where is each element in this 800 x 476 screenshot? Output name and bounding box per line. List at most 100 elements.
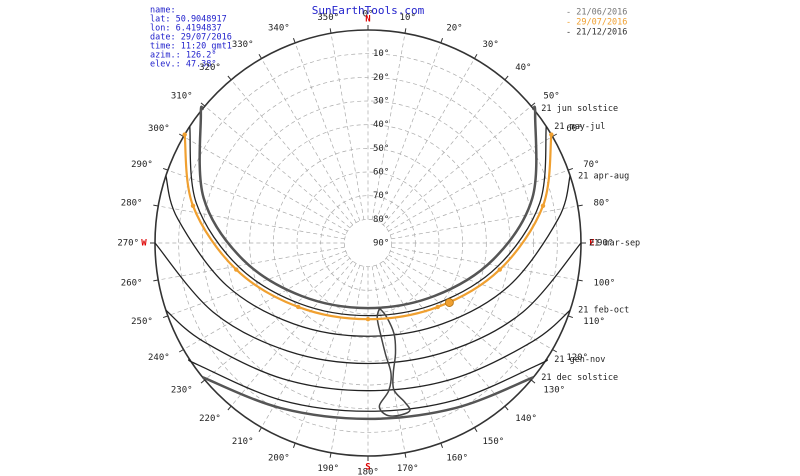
x-tick-label: 250°	[131, 317, 153, 327]
x-tick	[153, 279, 159, 282]
info-line: azim.: 126.2°	[150, 51, 217, 61]
grid-ring	[178, 53, 558, 433]
sun-path-label: 21 apr-aug	[578, 171, 629, 181]
x-tick	[504, 75, 509, 81]
x-tick-label: 150°	[483, 437, 505, 447]
x-tick-label: 230°	[171, 386, 193, 396]
x-tick	[153, 204, 159, 207]
x-tick-label: 50°	[543, 91, 559, 101]
grid-spoke	[379, 58, 475, 223]
x-tick-label: 310°	[171, 91, 193, 101]
x-tick-label: 350°	[317, 13, 339, 23]
x-tick-label: 340°	[268, 23, 290, 33]
horizon	[154, 29, 582, 457]
grid-spoke	[261, 58, 357, 223]
x-tick	[440, 37, 444, 44]
x-tick	[227, 75, 232, 81]
chart-title: SunEarthTools.com	[312, 4, 425, 17]
x-tick-label: 190°	[317, 464, 339, 474]
grid-spoke	[204, 257, 351, 381]
sun-path-label: 21 gen-nov	[554, 355, 605, 365]
y-tick-label: 20°	[373, 73, 389, 83]
grid-spoke	[385, 105, 532, 229]
x-tick-label: 100°	[594, 278, 616, 288]
grid-spoke	[294, 42, 361, 221]
grid-spoke	[375, 42, 442, 221]
legend-entry: - 29/07/2016	[566, 18, 627, 28]
info-line: name:	[150, 6, 176, 16]
compass-label: E	[589, 239, 594, 249]
grid-spoke	[390, 250, 569, 317]
grid-spoke	[390, 169, 569, 236]
info-line: lon: 6.4194837	[150, 24, 222, 34]
y-tick-label: 30°	[373, 97, 389, 107]
x-tick-label: 130°	[543, 386, 565, 396]
x-tick-label: 260°	[121, 278, 143, 288]
x-tick-label: 180°	[357, 468, 379, 476]
grid-spoke	[379, 263, 475, 428]
day-path-point	[190, 203, 196, 209]
x-tick	[404, 28, 407, 34]
grid-spoke	[158, 246, 345, 281]
day-path-point	[540, 203, 546, 209]
grid-spoke	[391, 246, 578, 281]
x-tick	[440, 442, 444, 449]
day-path-point	[497, 267, 502, 272]
day-path-point	[296, 304, 301, 310]
x-tick-label: 20°	[446, 23, 462, 33]
x-tick	[577, 279, 583, 282]
info-line: time: 11:20 gmt1	[150, 42, 232, 52]
x-tick-label: 160°	[446, 454, 468, 464]
grid-ring	[296, 171, 440, 315]
sun-path	[154, 242, 582, 365]
x-tick-label: 290°	[131, 160, 153, 170]
grid-spoke	[204, 105, 351, 229]
x-tick	[567, 315, 574, 319]
x-tick	[567, 167, 574, 171]
grid-spoke	[330, 266, 365, 453]
x-tick	[552, 349, 558, 353]
grid-spoke	[158, 205, 345, 240]
grid-spoke	[330, 33, 365, 220]
analemma	[376, 307, 411, 417]
day-path-point	[182, 132, 187, 137]
x-tick	[504, 405, 509, 411]
x-tick	[258, 53, 262, 59]
grid-spoke	[183, 254, 348, 350]
x-tick-label: 60°	[566, 124, 582, 134]
x-tick	[474, 427, 478, 433]
x-tick-label: 0°	[363, 10, 374, 20]
sun-path-label: 21 jun solstice	[541, 104, 618, 114]
x-tick-label: 40°	[515, 63, 531, 73]
x-tick	[258, 427, 262, 433]
grid-spoke	[371, 266, 406, 453]
x-tick-label: 80°	[594, 199, 610, 209]
sun-path-label: 21 mar-sep	[589, 239, 640, 249]
grid-spoke	[382, 260, 506, 407]
x-tick-label: 110°	[583, 317, 605, 327]
day-path-point	[234, 267, 239, 272]
x-tick	[227, 405, 232, 411]
sun-path	[198, 105, 538, 310]
compass-label: S	[365, 463, 370, 473]
x-tick	[552, 133, 558, 137]
legend-entry: - 21/06/2016	[566, 8, 627, 18]
y-tick-label: 40°	[373, 120, 389, 130]
x-tick-label: 270°	[117, 239, 139, 249]
sun-path	[165, 175, 571, 337]
x-tick-label: 320°	[199, 63, 221, 73]
x-tick	[329, 28, 332, 34]
sun-path-label: 21 dec solstice	[541, 373, 618, 383]
sun-path	[202, 376, 534, 421]
grid-spoke	[385, 257, 532, 381]
grid-spoke	[261, 263, 357, 428]
x-tick-label: 210°	[232, 437, 254, 447]
grid-spoke	[388, 254, 553, 350]
x-tick-label: 220°	[199, 414, 221, 424]
info-line: lat: 50.9048917	[150, 15, 227, 25]
x-tick-label: 10°	[400, 13, 416, 23]
x-tick	[530, 379, 536, 384]
sun-path	[165, 309, 571, 392]
x-tick	[474, 53, 478, 59]
